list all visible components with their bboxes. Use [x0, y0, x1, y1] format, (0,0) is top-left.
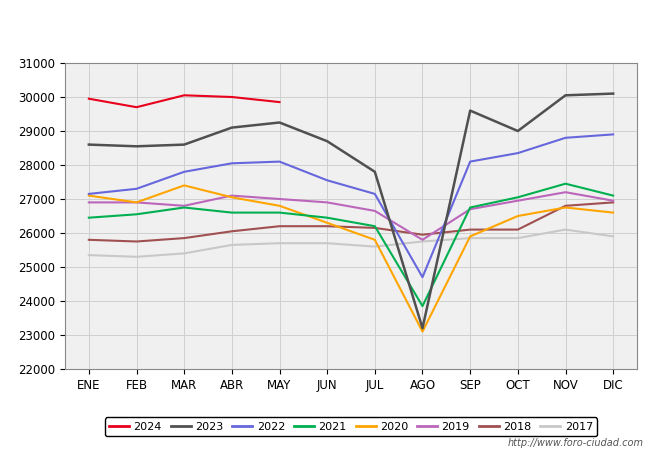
- Legend: 2024, 2023, 2022, 2021, 2020, 2019, 2018, 2017: 2024, 2023, 2022, 2021, 2020, 2019, 2018…: [105, 418, 597, 436]
- Text: Afiliados en Cerdanyola del Vallès a 31/5/2024: Afiliados en Cerdanyola del Vallès a 31/…: [132, 18, 518, 36]
- Text: http://www.foro-ciudad.com: http://www.foro-ciudad.com: [508, 438, 644, 448]
